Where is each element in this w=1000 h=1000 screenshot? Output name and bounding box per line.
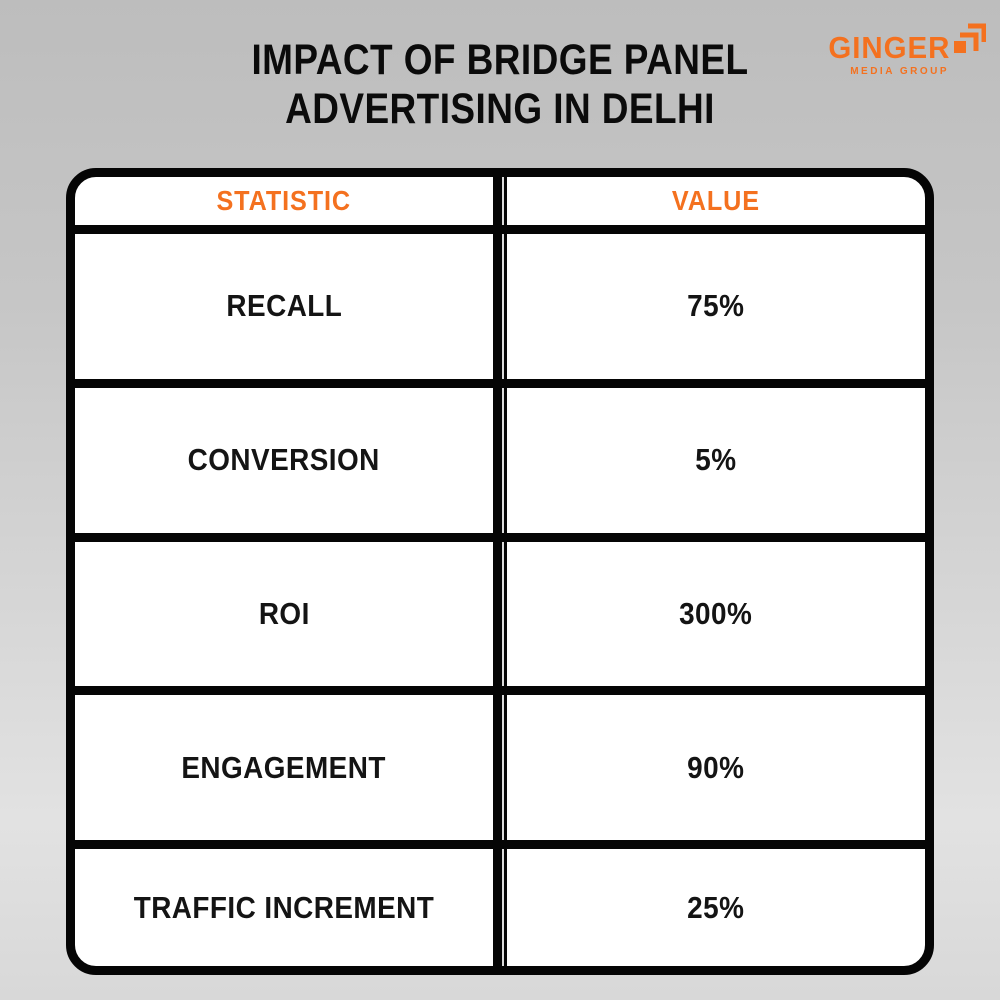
statistics-table: STATISTIC VALUE RECALL 75% CONVERSION (66, 168, 934, 975)
statistic-cell: RECALL (75, 234, 493, 379)
statistic-cell: CONVERSION (75, 388, 493, 533)
row-divider (75, 840, 925, 850)
statistic-label: RECALL (226, 288, 342, 324)
table-row: RECALL 75% (75, 234, 925, 379)
column-divider (493, 849, 507, 966)
header-cell-value: VALUE (507, 177, 925, 225)
row-divider (75, 378, 925, 388)
header-cell-statistic: STATISTIC (75, 177, 493, 225)
header-label-value: VALUE (671, 185, 761, 216)
column-divider (493, 387, 507, 533)
brand-logo-text: GINGER (828, 30, 950, 65)
value-label: 5% (695, 442, 737, 478)
statistic-cell: ENGAGEMENT (75, 695, 493, 840)
statistic-label: TRAFFIC INCREMENT (133, 889, 435, 925)
value-label: 300% (679, 595, 753, 631)
column-divider (493, 234, 507, 379)
logo-mark-icon (954, 23, 986, 53)
brand-logo: GINGER MEDIA GROUP (826, 22, 986, 77)
column-divider (493, 695, 507, 841)
value-cell: 25% (507, 849, 925, 966)
table-row: ENGAGEMENT 90% (75, 695, 925, 841)
statistic-label: CONVERSION (187, 442, 381, 478)
statistic-label: ENGAGEMENT (181, 749, 387, 785)
value-label: 25% (687, 889, 745, 925)
value-label: 75% (687, 288, 745, 324)
value-cell: 90% (507, 695, 925, 840)
row-divider (75, 686, 925, 696)
row-divider (75, 532, 925, 542)
value-cell: 5% (507, 388, 925, 533)
value-label: 90% (687, 749, 745, 785)
table-header-row: STATISTIC VALUE (75, 177, 925, 225)
table-row: ROI 300% (75, 541, 925, 687)
header-label-statistic: STATISTIC (216, 185, 352, 216)
page-title-line1: IMPACT OF BRIDGE PANEL (251, 36, 749, 84)
column-divider (493, 541, 507, 687)
column-divider (493, 177, 507, 225)
brand-logo-tagline: MEDIA GROUP (850, 66, 949, 77)
value-cell: 300% (507, 542, 925, 687)
statistic-cell: ROI (75, 542, 493, 687)
table-row: CONVERSION 5% (75, 387, 925, 533)
statistic-cell: TRAFFIC INCREMENT (75, 849, 493, 966)
page-title-line2: ADVERTISING IN DELHI (285, 84, 715, 133)
value-cell: 75% (507, 234, 925, 379)
table-row: TRAFFIC INCREMENT 25% (75, 849, 925, 966)
page-title: IMPACT OF BRIDGE PANEL ADVERTISING IN DE… (0, 36, 1000, 133)
row-divider (75, 225, 925, 234)
statistic-label: ROI (258, 595, 310, 631)
